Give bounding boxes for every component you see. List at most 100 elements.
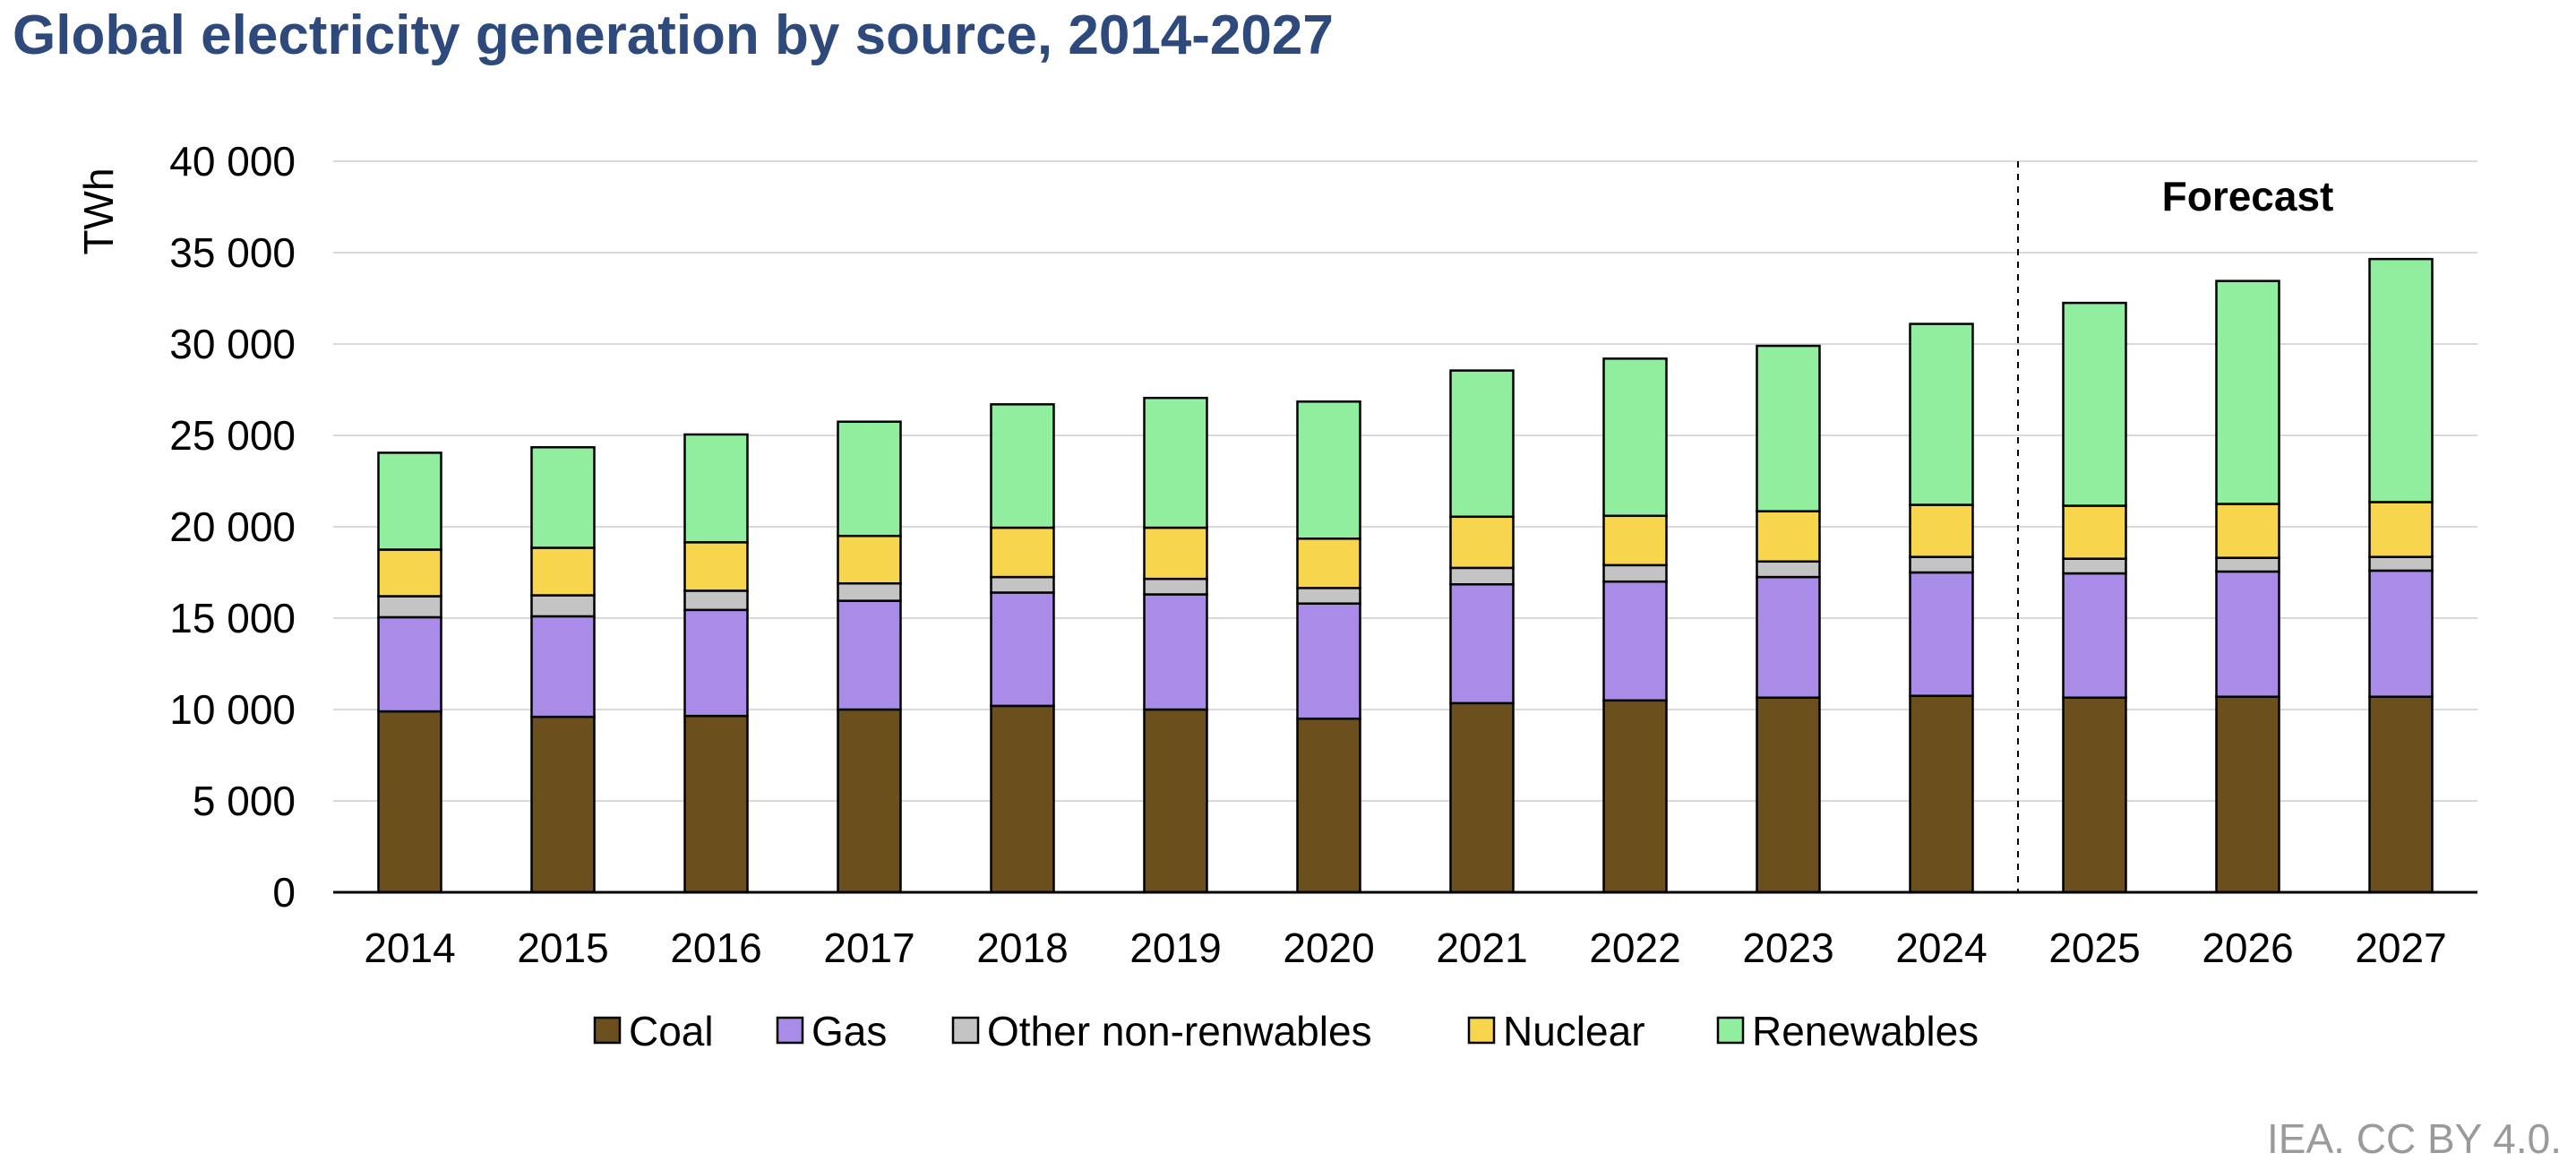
bars (377, 257, 2434, 894)
chart-title: Global electricity generation by source,… (13, 4, 1334, 66)
bar-gas-2021 (1449, 583, 1515, 705)
x-tick-label: 2025 (2048, 925, 2140, 971)
legend-label-nuclear: Nuclear (1503, 1008, 1645, 1054)
bar-coal-2018 (990, 704, 1055, 894)
bar-nuclear-2018 (990, 526, 1055, 579)
legend-swatch-coal (593, 1016, 622, 1045)
bar-other-non-renwables-2016 (683, 589, 749, 612)
axes: 0 5 000 10 000 15 000 20 000 25 000 30 000 35 0… (169, 138, 2477, 971)
bar-gas-2017 (837, 599, 902, 711)
gridlines (333, 160, 2477, 802)
x-tick-label: 2027 (2355, 925, 2446, 971)
bar-coal-2023 (1756, 696, 1821, 894)
bar-coal-2022 (1602, 699, 1668, 894)
y-tick-label: 40 000 (169, 138, 296, 185)
bar-nuclear-2021 (1449, 515, 1515, 570)
bar-coal-2017 (837, 708, 902, 894)
bar-renewables-2025 (2062, 301, 2127, 507)
bar-nuclear-2017 (837, 534, 902, 585)
bar-other-non-renwables-2025 (2062, 557, 2127, 575)
bar-gas-2023 (1756, 575, 1821, 699)
y-tick-label: 35 000 (169, 229, 296, 276)
y-tick-label: 15 000 (169, 595, 296, 641)
bar-coal-2026 (2215, 695, 2280, 894)
legend-label-renewables: Renewables (1752, 1008, 1979, 1054)
y-tick-label: 30 000 (169, 321, 296, 367)
legend-swatch-other-non-renwables (951, 1016, 980, 1045)
bar-other-non-renwables-2026 (2215, 556, 2280, 573)
bar-gas-2022 (1602, 580, 1668, 702)
source-note: IEA. CC BY 4.0. (2267, 1115, 2562, 1162)
bar-other-non-renwables-2015 (530, 594, 596, 618)
y-tick-label: 25 000 (169, 412, 296, 459)
bar-gas-2016 (683, 608, 749, 718)
y-tick-label: 20 000 (169, 503, 296, 550)
bar-nuclear-2024 (1909, 503, 1974, 558)
forecast-marker: Forecast (2017, 161, 2334, 892)
bar-renewables-2026 (2215, 280, 2280, 505)
bar-renewables-2023 (1756, 344, 1821, 512)
legend-label-coal: Coal (629, 1008, 714, 1054)
x-tick-label: 2026 (2202, 925, 2293, 971)
bar-renewables-2017 (837, 420, 902, 538)
x-tick-label: 2018 (976, 925, 1068, 971)
bar-gas-2025 (2062, 572, 2127, 699)
bar-other-non-renwables-2017 (837, 581, 902, 602)
x-tick-label: 2020 (1283, 925, 1374, 971)
bar-coal-2027 (2368, 695, 2434, 894)
bar-gas-2027 (2368, 569, 2434, 698)
legend-swatch-gas (776, 1016, 804, 1045)
bar-nuclear-2027 (2368, 501, 2434, 558)
x-tick-label: 2014 (364, 925, 455, 971)
bar-renewables-2018 (990, 403, 1055, 529)
x-tick-label: 2023 (1742, 925, 1833, 971)
y-axis-title: TWh (75, 168, 122, 254)
bar-nuclear-2025 (2062, 504, 2127, 560)
bar-nuclear-2022 (1602, 514, 1668, 567)
x-tick-label: 2015 (517, 925, 608, 971)
bar-gas-2024 (1909, 571, 1974, 697)
x-tick-label: 2016 (670, 925, 761, 971)
legend-label-gas: Gas (811, 1008, 887, 1054)
bar-other-non-renwables-2014 (377, 595, 442, 619)
x-tick-label: 2019 (1129, 925, 1221, 971)
bar-gas-2019 (1143, 593, 1208, 711)
bar-coal-2020 (1296, 717, 1361, 894)
bar-coal-2024 (1909, 694, 1974, 894)
bar-renewables-2024 (1909, 323, 1974, 506)
legend-label-other-non-renwables: Other non-renwables (987, 1008, 1372, 1054)
x-tick-label: 2024 (1895, 925, 1987, 971)
bar-nuclear-2023 (1756, 510, 1821, 563)
bar-renewables-2027 (2368, 257, 2434, 503)
y-tick-label: 10 000 (169, 686, 296, 733)
bar-nuclear-2019 (1143, 526, 1208, 581)
bar-renewables-2015 (530, 446, 596, 549)
bar-other-non-renwables-2027 (2368, 555, 2434, 572)
bar-coal-2015 (530, 715, 596, 894)
x-tick-label: 2021 (1436, 925, 1527, 971)
bar-nuclear-2016 (683, 541, 749, 592)
forecast-label: Forecast (2162, 173, 2334, 219)
bar-renewables-2022 (1602, 357, 1668, 518)
bar-other-non-renwables-2019 (1143, 577, 1208, 596)
bar-renewables-2020 (1296, 400, 1361, 540)
legend: Coal Gas Other non-renwables Nuclear Renewab… (593, 1008, 1979, 1054)
bar-other-non-renwables-2024 (1909, 555, 1974, 574)
y-tick-label: 5 000 (193, 778, 296, 824)
bar-renewables-2014 (377, 452, 442, 551)
bar-renewables-2021 (1449, 369, 1515, 519)
bar-renewables-2019 (1143, 396, 1208, 529)
bar-other-non-renwables-2020 (1296, 587, 1361, 605)
bar-other-non-renwables-2022 (1602, 563, 1668, 583)
bar-nuclear-2014 (377, 548, 442, 598)
bar-coal-2019 (1143, 708, 1208, 894)
bar-renewables-2016 (683, 433, 749, 544)
legend-swatch-renewables (1716, 1016, 1745, 1045)
bar-nuclear-2026 (2215, 503, 2280, 559)
bar-coal-2021 (1449, 701, 1515, 894)
bar-gas-2014 (377, 615, 442, 713)
bar-gas-2018 (990, 591, 1055, 708)
bar-nuclear-2020 (1296, 538, 1361, 589)
bar-other-non-renwables-2023 (1756, 560, 1821, 579)
